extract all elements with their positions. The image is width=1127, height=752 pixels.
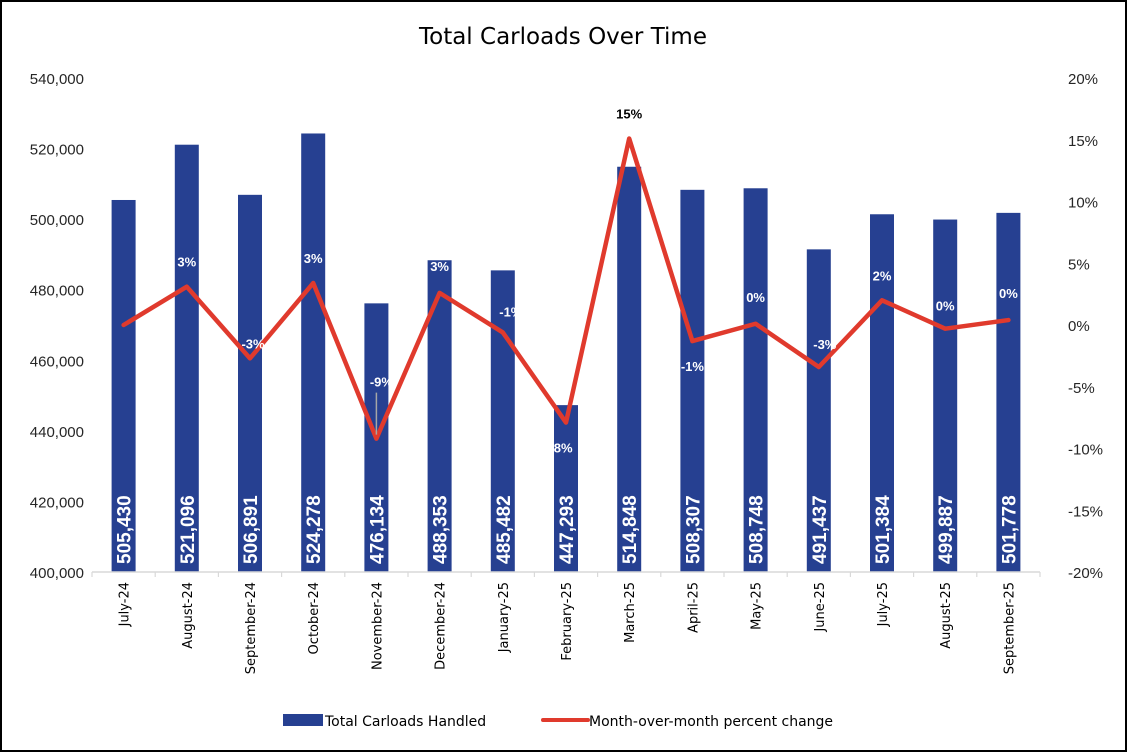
- line-value-label: 3%: [304, 251, 323, 266]
- line-point: [375, 438, 377, 440]
- bar: [238, 194, 262, 573]
- bar-value-label: 506,891: [241, 495, 262, 564]
- line-point: [565, 422, 567, 424]
- line-value-label: 2%: [873, 268, 892, 283]
- line-point: [439, 292, 441, 294]
- right-axis-tick-label: -10%: [1068, 442, 1103, 459]
- line-value-label: -3%: [813, 337, 837, 352]
- left-y-axis: 400,000 420,000 440,000 460,000 480,000 500,0…: [30, 71, 84, 582]
- bar: [301, 133, 326, 572]
- bar: [490, 270, 515, 572]
- right-axis-tick-label: -15%: [1068, 503, 1103, 520]
- bar: [680, 189, 705, 573]
- bar-value-label: 521,096: [178, 495, 199, 564]
- x-axis-tick-label: September-24: [244, 582, 259, 674]
- bar-value-label: 524,278: [304, 495, 325, 564]
- line-series: 3% -3% 3% -9% 3% -1% -8% 15% -1% 0% -3% 2% 0% 0%: [121, 107, 1018, 456]
- line-point: [312, 282, 314, 284]
- right-axis-tick-label: 10%: [1068, 195, 1098, 212]
- x-axis-tick-label: October-24: [307, 582, 322, 654]
- x-axis-tick-label: March-25: [623, 582, 638, 643]
- right-y-axis: -20% -15% -10% -5% 0% 5% 10% 15% 20%: [1068, 71, 1103, 582]
- chart-title: Total Carloads Over Time: [418, 24, 707, 50]
- x-axis: July-24 August-24 September-24 October-24 No…: [91, 571, 1041, 674]
- x-axis-tick-label: April-25: [686, 582, 701, 633]
- x-axis-tick-label: June-25: [813, 582, 828, 633]
- x-axis-tick-label: February-25: [560, 582, 575, 661]
- bar-value-label: 485,482: [494, 495, 515, 564]
- legend-label-bars: Total Carloads Handled: [324, 714, 486, 730]
- x-axis-tick-label: May-25: [750, 582, 765, 630]
- x-axis-tick-label: September-25: [1002, 582, 1017, 674]
- bar: [743, 188, 768, 573]
- line-point: [249, 357, 251, 359]
- line-value-label: 15%: [616, 107, 642, 122]
- line-point: [123, 324, 125, 326]
- bar-value-label: 491,437: [810, 495, 831, 564]
- right-axis-tick-label: -5%: [1068, 380, 1095, 397]
- legend-swatch-bars: [283, 714, 323, 726]
- left-axis-tick-label: 440,000: [30, 424, 84, 441]
- line-value-label: -8%: [549, 441, 573, 456]
- bar-value-label: 488,353: [431, 495, 452, 564]
- bar: [174, 144, 199, 573]
- line-point: [186, 286, 188, 288]
- bar: [996, 212, 1021, 572]
- bar-value-label: 476,134: [367, 495, 388, 564]
- bar-value-label: 501,778: [999, 495, 1020, 564]
- line-point: [1007, 319, 1009, 321]
- right-axis-tick-label: 0%: [1068, 318, 1090, 335]
- line-value-label: -3%: [241, 336, 265, 351]
- left-axis-tick-label: 500,000: [30, 212, 84, 229]
- bar: [554, 405, 578, 572]
- line-point: [628, 138, 630, 140]
- x-axis-tick-label: July-24: [118, 582, 133, 627]
- line-value-label: 0%: [936, 299, 955, 314]
- right-axis-tick-label: 5%: [1068, 256, 1090, 273]
- line-value-label: -9%: [370, 375, 394, 390]
- line-point: [691, 340, 693, 342]
- line-value-label: 3%: [177, 255, 196, 270]
- bar: [870, 214, 894, 572]
- bar-value-label: 501,384: [873, 495, 894, 564]
- line-point: [881, 299, 883, 301]
- bar: [933, 219, 958, 573]
- x-axis-tick-label: January-25: [497, 582, 512, 653]
- x-axis-tick-label: July-25: [876, 582, 891, 627]
- line-value-label: -1%: [681, 359, 705, 374]
- line-point: [755, 323, 757, 325]
- x-axis-tick-label: December-24: [434, 582, 449, 670]
- bar-value-label: 505,430: [115, 495, 136, 564]
- left-axis-tick-label: 480,000: [30, 283, 84, 300]
- bar-value-label: 447,293: [557, 495, 578, 564]
- line-point: [818, 366, 820, 368]
- left-axis-tick-label: 540,000: [30, 71, 84, 88]
- bar-value-label: 508,748: [747, 495, 768, 564]
- left-axis-tick-label: 420,000: [30, 494, 84, 511]
- legend-label-line: Month-over-month percent change: [589, 714, 833, 730]
- x-axis-tick-label: November-24: [370, 582, 385, 670]
- bar: [806, 249, 831, 572]
- line-value-label: 3%: [430, 259, 449, 274]
- right-axis-tick-label: -20%: [1068, 565, 1103, 582]
- x-axis-tick-label: August-24: [181, 582, 196, 649]
- bar-value-label: 499,887: [936, 495, 957, 564]
- bar-value-label: 514,848: [620, 495, 641, 564]
- line-point: [502, 331, 504, 333]
- line-value-label: -1%: [499, 304, 523, 319]
- line-point: [944, 328, 946, 330]
- right-axis-tick-label: 15%: [1068, 133, 1098, 150]
- line-value-label: 0%: [746, 290, 765, 305]
- bar: [111, 199, 136, 572]
- legend: Total Carloads Handled Month-over-month …: [283, 714, 833, 730]
- bar: [617, 166, 642, 573]
- x-axis-tick-label: August-25: [939, 582, 954, 649]
- line-value-label: 0%: [999, 286, 1018, 301]
- left-axis-tick-label: 400,000: [30, 565, 84, 582]
- bar-value-label: 508,307: [683, 495, 704, 564]
- left-axis-tick-label: 460,000: [30, 353, 84, 370]
- right-axis-tick-label: 20%: [1068, 71, 1098, 88]
- left-axis-tick-label: 520,000: [30, 142, 84, 159]
